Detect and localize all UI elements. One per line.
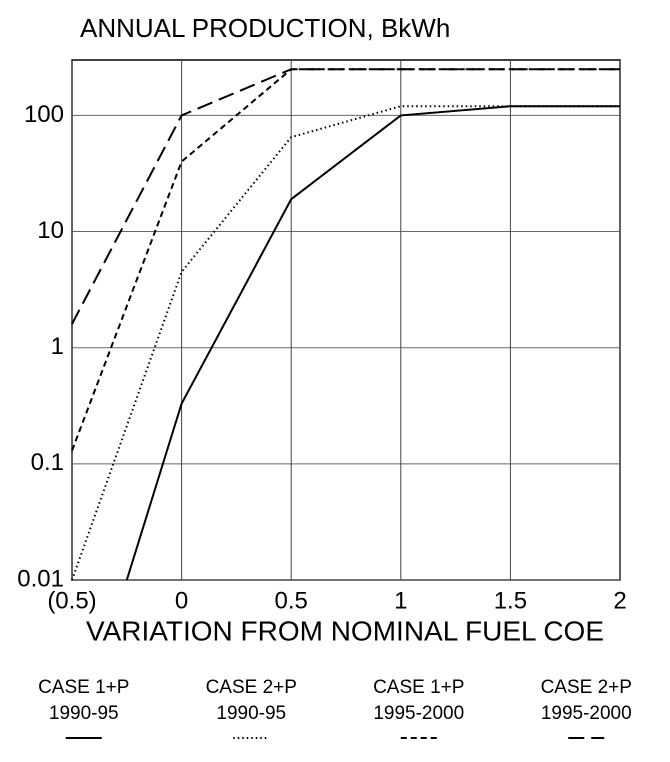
legend-label: CASE 2+P [206,677,297,698]
x-tick-label: 2 [613,587,626,614]
x-tick-label: 0 [175,587,188,614]
legend-period: 1995-2000 [373,703,464,724]
y-tick-label: 100 [24,101,64,128]
legend-label: CASE 1+P [373,677,464,698]
series-line [71,68,620,451]
x-tick-label: (0.5) [47,587,96,614]
x-tick-label: 0.5 [275,587,308,614]
legend-period: 1990-95 [216,703,286,724]
x-axis-label: VARIATION FROM NOMINAL FUEL COE [86,615,604,646]
legend-period: 1995-2000 [541,703,632,724]
x-tick-label: 1.5 [494,587,527,614]
x-tick-label: 1 [394,587,407,614]
y-tick-label: 1 [51,333,64,360]
legend-label: CASE 1+P [38,677,129,698]
chart-title: ANNUAL PRODUCTION, BkWh [80,13,450,43]
y-tick-label: 10 [37,217,64,244]
series-line [71,68,620,325]
legend-period: 1990-95 [49,703,119,724]
legend-label: CASE 2+P [541,677,632,698]
series-line [125,105,620,581]
y-tick-label: 0.1 [31,449,64,476]
y-tick-label: 0.01 [17,565,64,592]
series-line [71,105,620,581]
plot-frame [71,59,621,581]
